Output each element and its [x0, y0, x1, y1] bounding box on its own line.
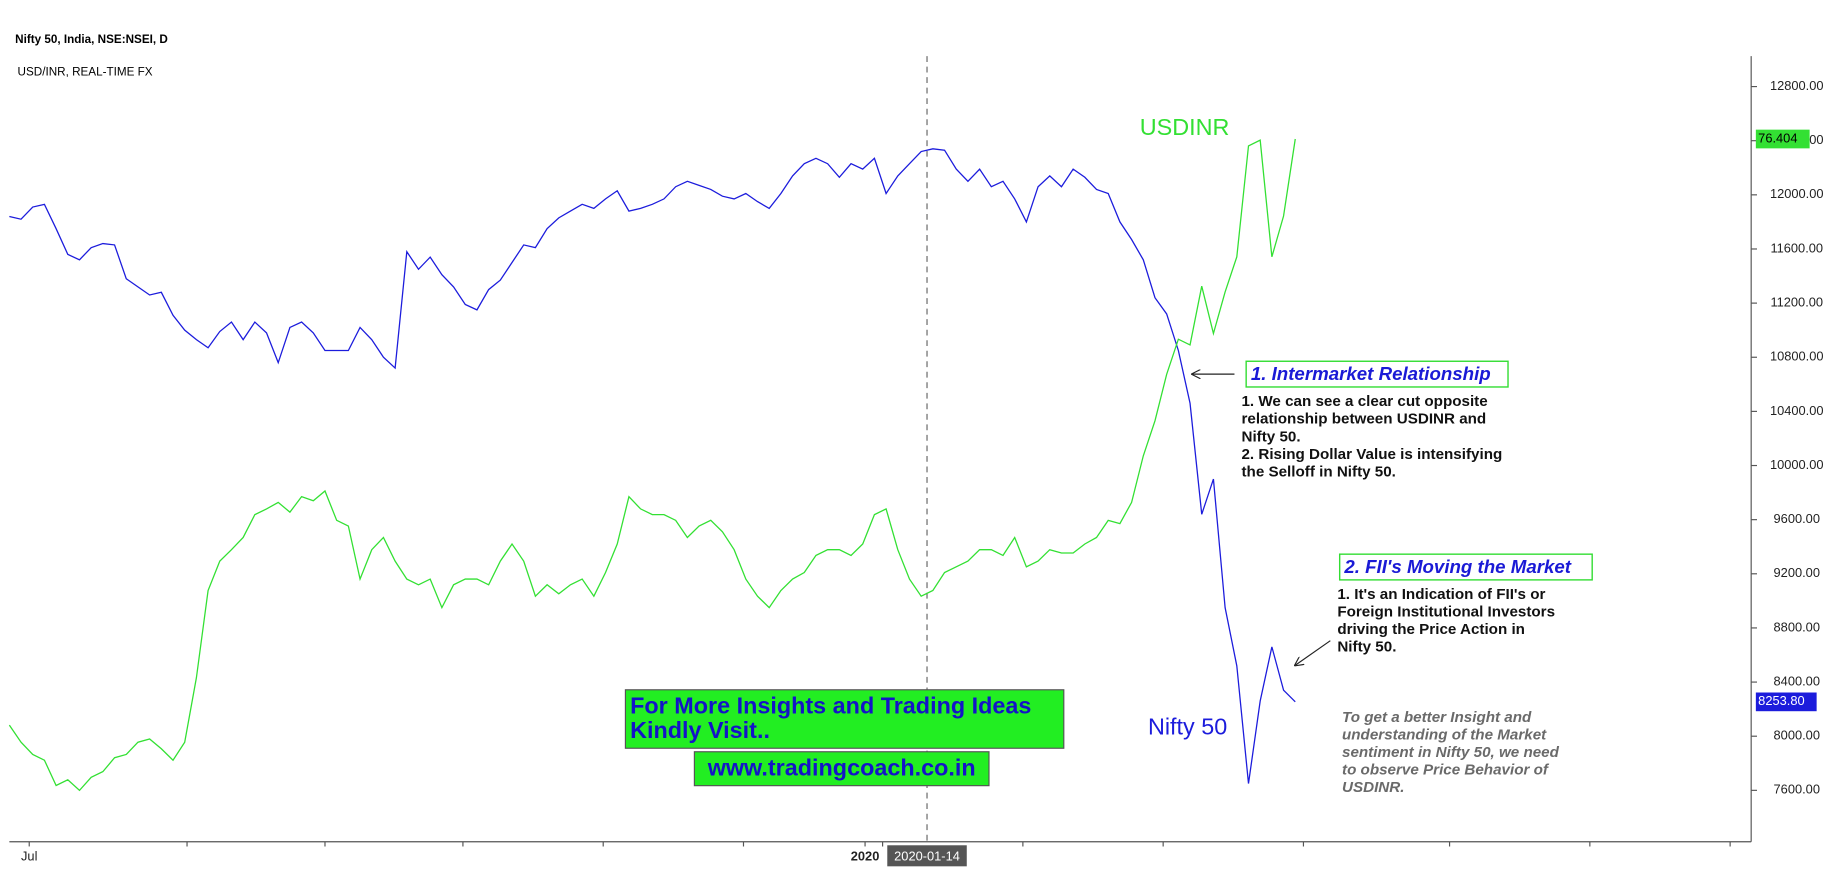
y-tick-label: 9600.00 — [1774, 511, 1820, 526]
annotation-text: Foreign Institutional Investors — [1337, 604, 1555, 621]
series-line — [9, 148, 1296, 784]
y-tick-label: 10400.00 — [1770, 403, 1824, 418]
annotation-text: Nifty 50. — [1337, 639, 1396, 656]
last-value-bg — [1755, 129, 1810, 149]
note-text: to observe Price Behavior of — [1342, 761, 1550, 778]
annotation-text: 1. We can see a clear cut opposite — [1241, 393, 1487, 410]
last-value-label: 76.404 — [1758, 130, 1797, 145]
last-value-label: 8253.80 — [1758, 693, 1804, 708]
y-tick-label: 8400.00 — [1774, 673, 1820, 688]
promo-box — [624, 689, 1065, 749]
annotation-title: 2. FII's Moving the Market — [1343, 556, 1571, 577]
annotation-text: 2. Rising Dollar Value is intensifying — [1241, 446, 1502, 463]
annotation-box — [1338, 553, 1593, 581]
annotation-text: driving the Price Action in — [1337, 621, 1525, 638]
note-text: USDINR. — [1342, 779, 1404, 796]
arrow — [1295, 640, 1331, 666]
promo-text: Kindly Visit.. — [630, 717, 770, 743]
promo-url: www.tradingcoach.co.in — [707, 754, 976, 780]
y-tick-label: 9200.00 — [1774, 565, 1820, 580]
promo-text: For More Insights and Trading Ideas — [630, 692, 1031, 718]
crosshair-label: 2020-01-14 — [894, 848, 960, 863]
note-text: sentiment in Nifty 50, we need — [1342, 744, 1560, 761]
y-tick-label: 11600.00 — [1770, 240, 1823, 255]
note-text: understanding of the Market — [1342, 726, 1547, 743]
last-value-bg — [1755, 692, 1817, 712]
y-tick-label: 12800.00 — [1770, 78, 1824, 93]
note-text: To get a better Insight and — [1342, 709, 1532, 726]
x-tick-label: Jul — [21, 848, 37, 863]
x-minor-ticks — [186, 841, 1731, 847]
y-tick-label: 11200.00 — [1770, 295, 1823, 310]
crosshair-label-bg — [887, 845, 967, 867]
annotation-text: relationship between USDINR and — [1241, 411, 1486, 428]
annotation-box — [1245, 360, 1509, 388]
annotation-title: 1. Intermarket Relationship — [1251, 363, 1491, 384]
y-tick-label: 10000.00 — [1770, 457, 1824, 472]
x-tick-label: 2020 — [851, 848, 880, 863]
chart-title: Nifty 50, India, NSE:NSEI, D — [15, 33, 168, 46]
annotation-text: 1. It's an Indication of FII's or — [1337, 586, 1545, 603]
y-tick-label: 8800.00 — [1774, 619, 1820, 634]
annotation-text: the Selloff in Nifty 50. — [1241, 463, 1395, 480]
y-tick-label: 7600.00 — [1774, 782, 1820, 797]
y-tick-label: 8000.00 — [1774, 728, 1820, 743]
series-label: USDINR — [1140, 114, 1230, 140]
annotation-text: Nifty 50. — [1241, 428, 1300, 445]
chart-subtitle: USD/INR, REAL-TIME FX — [18, 66, 153, 79]
series-line — [8, 138, 1296, 792]
y-tick-label: 10800.00 — [1770, 349, 1824, 364]
url-box — [693, 751, 990, 787]
series-label: Nifty 50 — [1148, 714, 1227, 740]
y-tick-label: 12000.00 — [1770, 186, 1824, 201]
